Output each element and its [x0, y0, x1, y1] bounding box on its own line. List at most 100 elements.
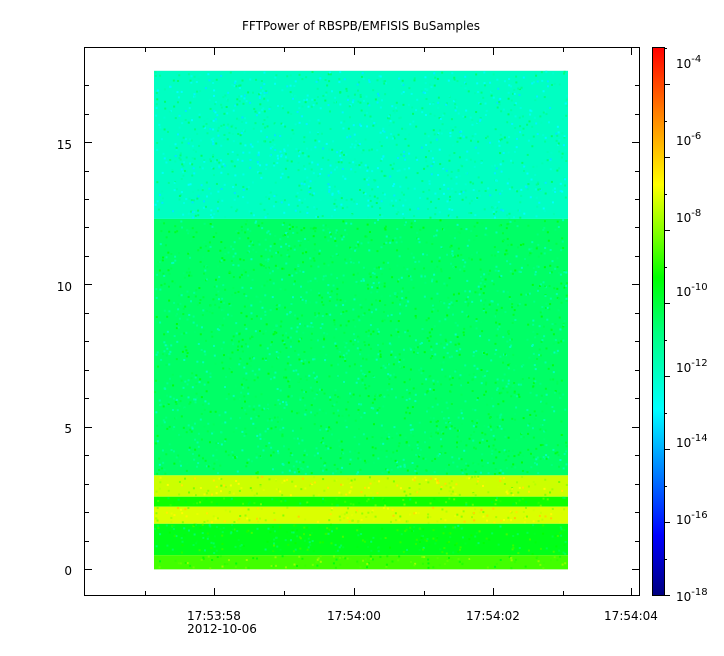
spectrogram-cell: [166, 427, 169, 430]
spectrogram-cell: [468, 257, 471, 260]
spectrogram-cell: [303, 454, 306, 457]
spectrogram-cell: [418, 548, 421, 551]
spectrogram-cell: [362, 313, 365, 316]
spectrogram-cell: [454, 321, 457, 324]
spectrogram-cell: [218, 275, 221, 278]
spectrogram-cell: [322, 224, 325, 227]
spectrogram-cell: [154, 408, 157, 411]
spectrogram-cell: [301, 105, 304, 108]
spectrogram-cell: [513, 150, 516, 153]
spectrogram-cell: [508, 212, 511, 215]
spectrogram-cell: [398, 117, 401, 120]
spectrogram-cell: [410, 92, 413, 95]
spectrogram-cell: [385, 136, 388, 139]
spectrogram-cell: [384, 197, 387, 200]
spectrogram-cell: [284, 539, 287, 542]
spectrogram-cell: [317, 132, 320, 135]
spectrogram-cell: [170, 267, 173, 270]
spectrogram-cell: [510, 395, 513, 398]
spectrogram-cell: [545, 393, 548, 396]
spectrogram-cell: [454, 370, 457, 373]
spectrogram-cell: [442, 432, 445, 435]
spectrogram-cell: [250, 460, 253, 463]
spectrogram-cell: [316, 452, 319, 455]
spectrogram-cell: [279, 176, 282, 179]
spectrogram-cell: [312, 371, 315, 374]
spectrogram-cell: [541, 162, 544, 165]
spectrogram-cell: [504, 311, 507, 314]
spectrogram-cell: [267, 372, 270, 375]
spectrogram-cell: [536, 289, 539, 292]
spectrogram-cell: [449, 126, 452, 129]
spectrogram-cell: [440, 268, 443, 271]
spectrogram-cell: [548, 78, 551, 81]
spectrogram-cell: [296, 282, 299, 285]
spectrogram-cell: [393, 183, 396, 186]
spectrogram-cell: [517, 304, 520, 307]
spectrogram-cell: [380, 246, 383, 249]
spectrogram-cell: [158, 260, 161, 263]
spectrogram-cell: [265, 136, 268, 139]
spectrogram-cell: [445, 401, 448, 404]
spectrogram-cell: [194, 376, 197, 379]
spectrogram-cell: [434, 477, 437, 480]
spectrogram-cell: [473, 225, 476, 228]
spectrogram-cell: [354, 249, 357, 252]
spectrogram-cell: [337, 409, 340, 412]
spectrogram-cell: [282, 123, 285, 126]
spectrogram-cell: [440, 485, 443, 488]
spectrogram-cell: [310, 294, 313, 297]
spectrogram-cell: [422, 326, 425, 329]
spectrogram-cell: [250, 317, 253, 320]
spectrogram-cell: [276, 251, 279, 254]
spectrogram-cell: [180, 333, 183, 336]
spectrogram-cell: [417, 207, 420, 210]
spectrogram-cell: [438, 256, 441, 259]
spectrogram-cell: [310, 332, 313, 335]
spectrogram-cell: [392, 451, 395, 454]
spectrogram-cell: [385, 241, 388, 244]
spectrogram-cell: [354, 143, 357, 146]
spectrogram-cell: [171, 524, 174, 527]
spectrogram-cell: [403, 303, 406, 306]
spectrogram-cell: [352, 333, 355, 336]
spectrogram-cell: [403, 224, 406, 227]
spectrogram-cell: [281, 494, 284, 497]
spectrogram-cell: [264, 294, 267, 297]
spectrogram-cell: [415, 388, 418, 391]
spectrogram-cell: [261, 108, 264, 111]
spectrogram-cell: [361, 379, 364, 382]
spectrogram-cell: [291, 225, 294, 228]
spectrogram-cell: [247, 345, 250, 348]
spectrogram-cell: [296, 317, 299, 320]
spectrogram-cell: [165, 478, 168, 481]
spectrogram-cell: [441, 166, 444, 169]
spectrogram-cell: [514, 418, 517, 421]
spectrogram-cell: [235, 562, 238, 565]
spectrogram-cell: [369, 482, 372, 485]
spectrogram-cell: [327, 447, 330, 450]
spectrogram-cell: [198, 144, 201, 147]
spectrogram-cell: [503, 136, 506, 139]
spectrogram-cell: [553, 410, 556, 413]
spectrogram-cell: [271, 525, 274, 528]
spectrogram-cell: [303, 533, 306, 536]
spectrogram-cell: [340, 513, 343, 516]
spectrogram-cell: [183, 169, 186, 172]
spectrogram-cell: [423, 556, 426, 559]
spectrogram-cell: [358, 502, 361, 505]
spectrogram-cell: [491, 300, 494, 303]
spectrogram-cell: [253, 494, 256, 497]
spectrogram-cell: [543, 487, 546, 490]
spectrogram-cell: [400, 366, 403, 369]
spectrogram-cell: [359, 468, 362, 471]
spectrogram-cell: [222, 123, 225, 126]
spectrogram-cell: [378, 547, 381, 550]
spectrogram-cell: [465, 503, 468, 506]
spectrogram-cell: [398, 77, 401, 80]
spectrogram-cell: [506, 260, 509, 263]
spectrogram-cell: [221, 531, 224, 534]
spectrogram-cell: [268, 418, 271, 421]
spectrogram-cell: [186, 290, 189, 293]
spectrogram-cell: [282, 234, 285, 237]
